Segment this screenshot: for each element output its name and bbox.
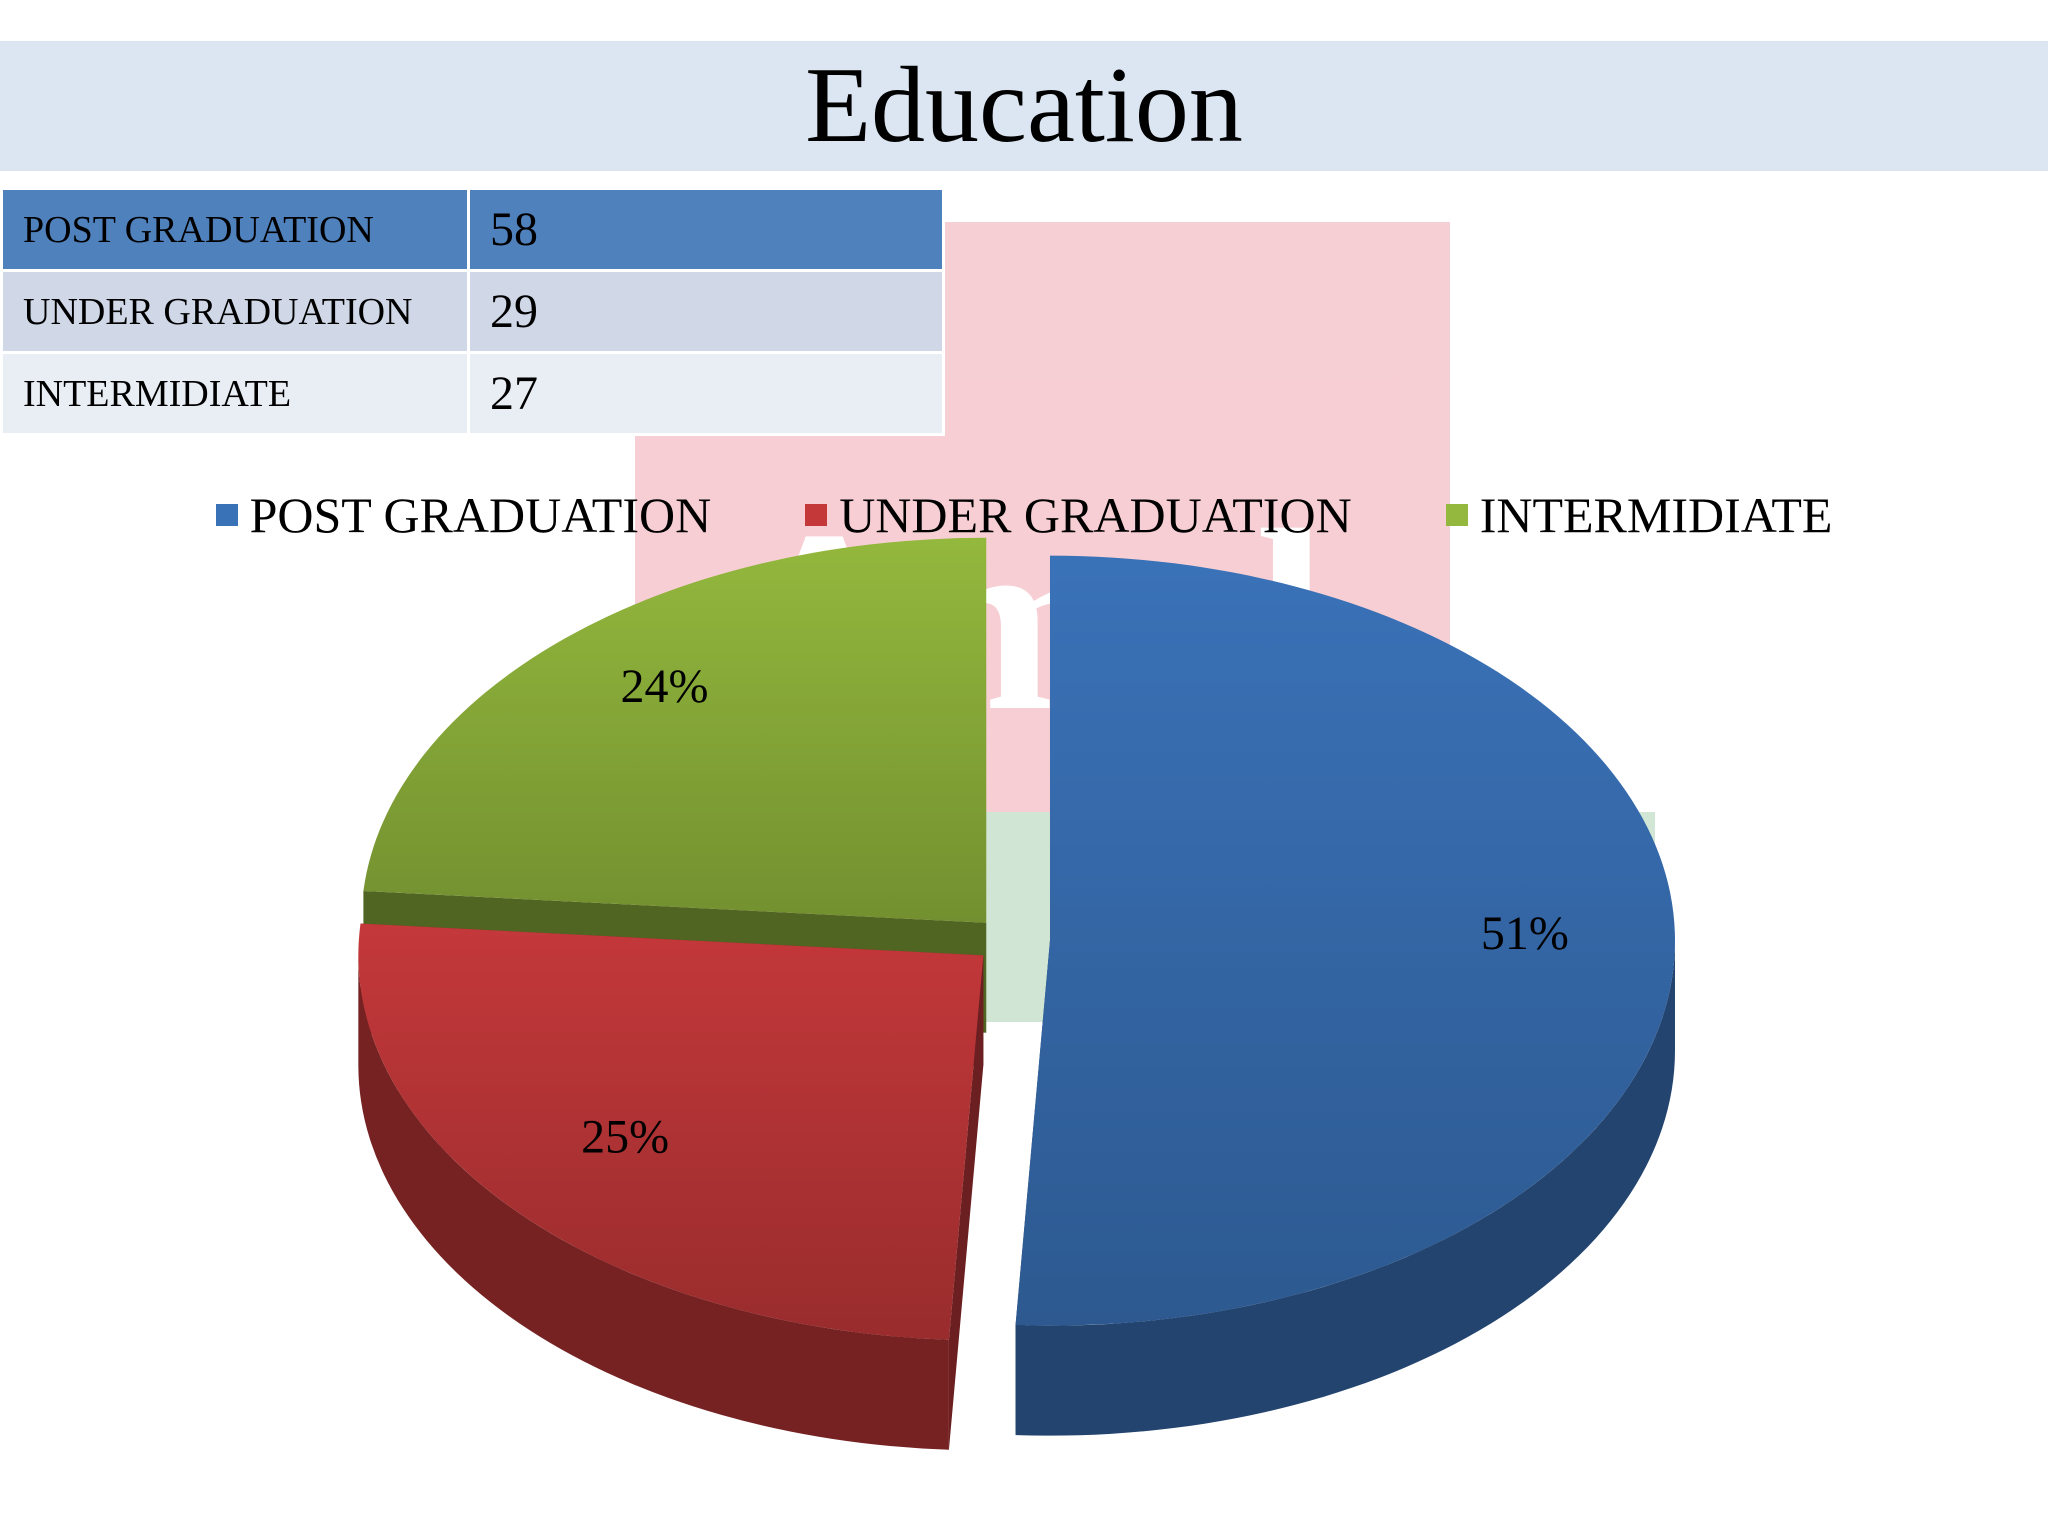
pie-slice bbox=[358, 923, 984, 1340]
pie-slice bbox=[363, 537, 987, 923]
legend-item: UNDER GRADUATION bbox=[805, 486, 1352, 544]
slide-title: Education bbox=[805, 46, 1243, 165]
table-cell-label: POST GRADUATION bbox=[0, 187, 470, 272]
table-cell-label: INTERMIDIATE bbox=[0, 351, 470, 436]
table-cell-label: UNDER GRADUATION bbox=[0, 269, 470, 354]
table-row: POST GRADUATION 58 bbox=[0, 187, 945, 272]
legend-label: UNDER GRADUATION bbox=[839, 487, 1352, 543]
table-cell-value: 58 bbox=[467, 187, 945, 272]
legend-swatch bbox=[1445, 504, 1468, 526]
legend-item: INTERMIDIATE bbox=[1445, 486, 1833, 544]
legend-swatch bbox=[805, 504, 828, 526]
data-table: POST GRADUATION 58 UNDER GRADUATION 29 I… bbox=[0, 187, 945, 436]
chart-legend: POST GRADUATION UNDER GRADUATION INTERMI… bbox=[0, 480, 2048, 550]
title-band: Education bbox=[0, 41, 2048, 171]
legend-swatch bbox=[215, 504, 238, 526]
pie-data-label: 51% bbox=[1481, 907, 1569, 960]
pie-data-label: 25% bbox=[581, 1111, 669, 1164]
table-cell-value: 27 bbox=[467, 351, 945, 436]
table-cell-value: 29 bbox=[467, 269, 945, 354]
table-row: UNDER GRADUATION 29 bbox=[0, 269, 945, 354]
legend-label: POST GRADUATION bbox=[249, 487, 712, 543]
pie-data-label: 24% bbox=[621, 660, 709, 713]
table-row: INTERMIDIATE 27 bbox=[0, 351, 945, 436]
pie-slice bbox=[1015, 555, 1675, 1326]
legend-item: POST GRADUATION bbox=[215, 486, 712, 544]
legend-label: INTERMIDIATE bbox=[1479, 487, 1833, 543]
